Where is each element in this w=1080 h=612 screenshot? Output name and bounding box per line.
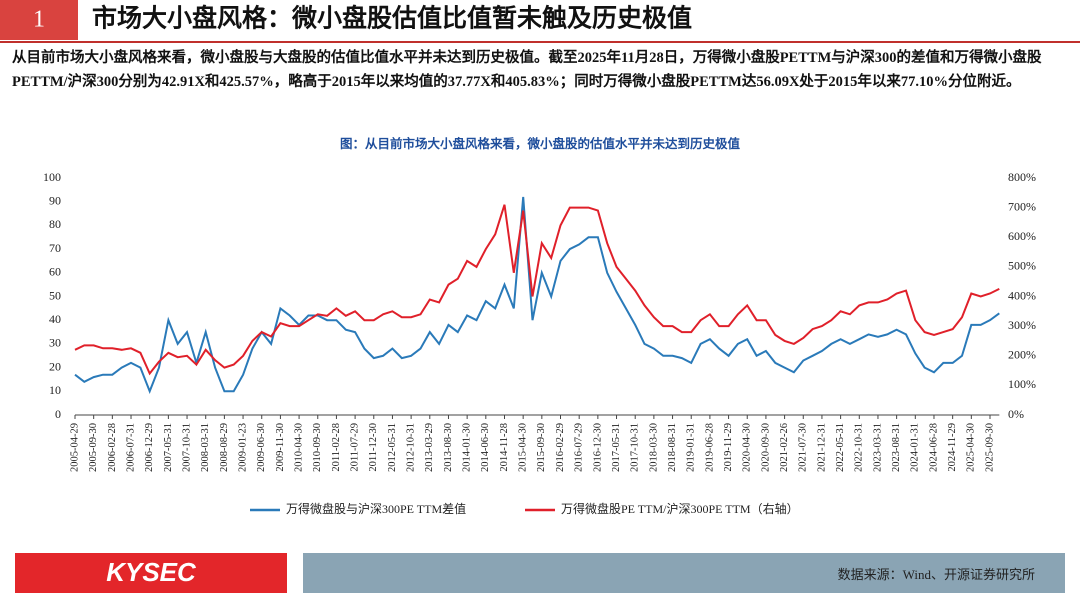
x-tick-label: 2019-11-29 <box>723 423 734 472</box>
series-line <box>74 196 1000 395</box>
logo: KYSEC <box>106 557 197 587</box>
y2-tick-label: 0% <box>1008 407 1024 421</box>
x-tick-label: 2025-09-30 <box>984 423 995 472</box>
series-line <box>74 204 1000 376</box>
x-tick-label: 2019-06-28 <box>704 423 715 472</box>
x-tick-label: 2011-07-29 <box>350 423 361 472</box>
y2-tick-label: 300% <box>1008 318 1036 332</box>
y-tick-label: 70 <box>49 241 61 255</box>
x-tick-label: 2006-07-31 <box>125 423 136 472</box>
slide-title: 市场大小盘风格：微小盘股估值比值暂未触及历史极值 <box>92 4 692 33</box>
x-tick-label: 2007-10-31 <box>181 423 192 472</box>
logo-box <box>15 553 287 593</box>
x-tick-label: 2018-03-30 <box>648 423 659 472</box>
x-tick-label: 2025-04-30 <box>966 423 977 472</box>
x-tick-label: 2022-05-31 <box>835 423 846 472</box>
x-tick-label: 2015-09-30 <box>536 423 547 472</box>
x-tick-label: 2024-11-29 <box>947 423 958 472</box>
x-tick-label: 2015-04-30 <box>518 423 529 472</box>
x-tick-label: 2008-03-31 <box>200 423 211 472</box>
x-tick-label: 2021-12-31 <box>816 423 827 472</box>
x-tick-label: 2016-12-30 <box>592 423 603 472</box>
legend-label: 万得微盘股与沪深300PE TTM差值 <box>286 501 466 516</box>
summary-box: 从目前市场大小盘风格来看，微小盘股与大盘股的估值比值水平并未达到历史极值。截至2… <box>12 50 1042 90</box>
x-tick-label: 2005-09-30 <box>88 423 99 472</box>
x-tick-label: 2021-02-26 <box>779 423 790 472</box>
x-tick-label: 2013-03-29 <box>424 423 435 472</box>
x-tick-label: 2009-06-30 <box>256 423 267 472</box>
summary: 从目前市场大小盘风格来看，微小盘股与大盘股的估值比值水平并未达到历史极值。截至2… <box>12 50 1042 90</box>
y2-tick-label: 500% <box>1008 259 1036 273</box>
legend-label: 万得微盘股PE TTM/沪深300PE TTM（右轴） <box>561 501 799 516</box>
x-tick-label: 2014-01-30 <box>462 423 473 472</box>
x-tick-label: 2010-04-30 <box>293 423 304 472</box>
number-box <box>0 0 78 40</box>
x-tick-label: 2005-04-29 <box>69 423 80 472</box>
x-tick-label: 2014-06-30 <box>480 423 491 472</box>
x-tick-label: 2007-05-31 <box>163 423 174 472</box>
y2-tick-label: 200% <box>1008 348 1036 362</box>
x-tick-label: 2011-12-30 <box>368 423 379 472</box>
x-tick-label: 2013-08-30 <box>443 423 454 472</box>
x-tick-label: 2021-07-30 <box>798 423 809 472</box>
x-tick-label: 2017-10-31 <box>630 423 641 472</box>
x-tick-label: 2019-01-31 <box>686 423 697 472</box>
y2-tick-label: 400% <box>1008 288 1036 302</box>
source: 数据来源：Wind、开源证券研究所 <box>838 567 1035 582</box>
y2-tick-label: 700% <box>1008 199 1036 213</box>
y2-tick-label: 800% <box>1008 170 1036 184</box>
x-tick-label: 2009-01-23 <box>237 423 248 472</box>
y-tick-label: 40 <box>49 312 61 326</box>
x-tick-label: 2006-02-28 <box>107 423 118 472</box>
y-tick-label: 20 <box>49 359 61 373</box>
y-tick-label: 30 <box>49 336 61 350</box>
slide-number: 1 <box>33 7 45 33</box>
x-tick-label: 2009-11-30 <box>275 423 286 472</box>
y-tick-label: 60 <box>49 265 61 279</box>
x-tick-label: 2020-09-30 <box>760 423 771 472</box>
y-tick-label: 100 <box>43 170 61 184</box>
x-tick-label: 2012-10-31 <box>406 423 417 472</box>
x-tick-label: 2016-07-29 <box>574 423 585 472</box>
y2-tick-label: 100% <box>1008 377 1036 391</box>
chart-title: 图：从目前市场大小盘风格来看，微小盘股的估值水平并未达到历史极值 <box>340 136 741 151</box>
x-tick-label: 2022-10-31 <box>854 423 865 472</box>
x-tick-label: 2024-06-28 <box>928 423 939 472</box>
x-tick-label: 2010-09-30 <box>312 423 323 472</box>
x-tick-label: 2008-08-29 <box>219 423 230 472</box>
x-tick-label: 2014-11-28 <box>499 423 510 472</box>
x-tick-label: 2012-05-31 <box>387 423 398 472</box>
x-tick-label: 2024-01-31 <box>910 423 921 472</box>
y2-tick-label: 600% <box>1008 229 1036 243</box>
x-tick-label: 2017-05-31 <box>611 423 622 472</box>
y-tick-label: 90 <box>49 193 61 207</box>
y-tick-label: 0 <box>55 407 61 421</box>
x-tick-label: 2020-04-30 <box>742 423 753 472</box>
y-tick-label: 50 <box>49 288 61 302</box>
x-tick-label: 2006-12-29 <box>144 423 155 472</box>
source-box <box>303 553 1065 593</box>
x-tick-label: 2018-08-31 <box>667 423 678 472</box>
x-tick-label: 2016-02-29 <box>555 423 566 472</box>
x-tick-label: 2023-03-31 <box>872 423 883 472</box>
x-tick-label: 2011-02-28 <box>331 423 342 472</box>
y-tick-label: 10 <box>49 383 61 397</box>
x-tick-label: 2023-08-31 <box>891 423 902 472</box>
y-tick-label: 80 <box>49 217 61 231</box>
